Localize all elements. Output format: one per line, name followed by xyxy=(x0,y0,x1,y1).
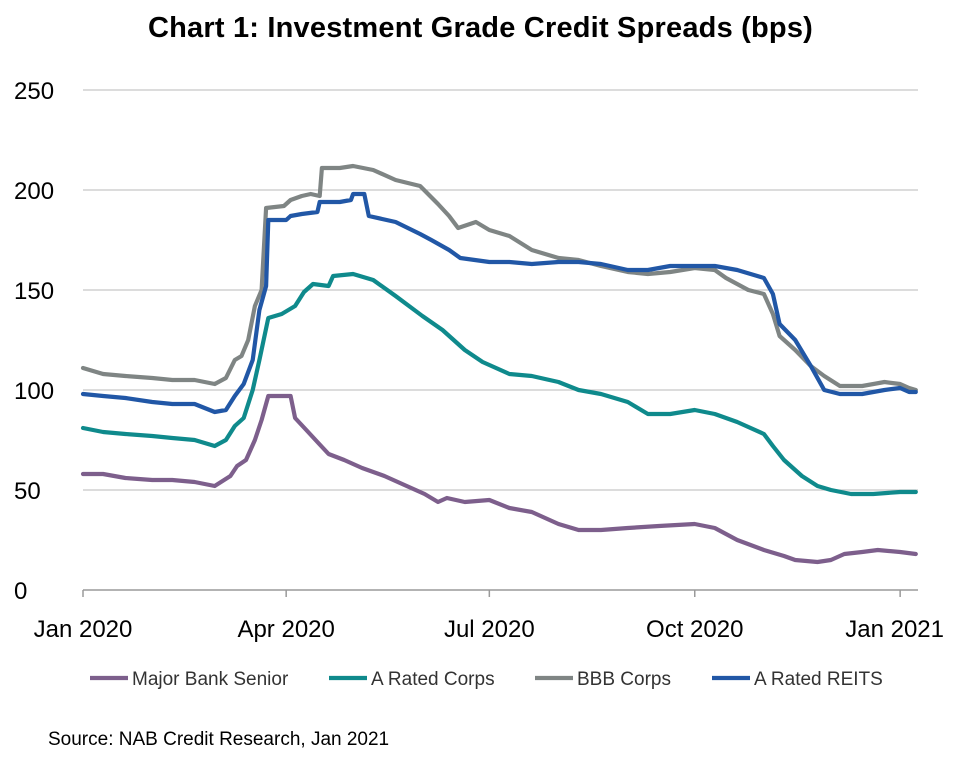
y-tick-label: 250 xyxy=(14,78,54,105)
gridlines xyxy=(83,89,918,491)
legend-label: A Rated REITS xyxy=(754,669,883,690)
series-line-major-bank-senior xyxy=(80,393,918,565)
chart-title: Chart 1: Investment Grade Credit Spreads… xyxy=(147,12,814,44)
y-tick-label: 100 xyxy=(14,378,54,405)
y-axis-ticks: 0 50 100 150 200 250 xyxy=(14,78,54,605)
series-line-a-rated-reits xyxy=(80,191,918,415)
y-tick-label: 150 xyxy=(14,278,54,305)
legend-label: Major Bank Senior xyxy=(132,669,289,690)
x-axis: Jan 2020 Apr 2020 Jul 2020 Oct 2020 Jan 2021 xyxy=(34,589,944,643)
x-tick-label: Jan 2021 xyxy=(845,616,944,643)
legend-label: A Rated Corps xyxy=(371,669,495,690)
legend-label: BBB Corps xyxy=(577,669,671,690)
series-lines xyxy=(80,163,918,565)
series-line-a-rated-corps xyxy=(80,271,918,497)
y-tick-label: 50 xyxy=(14,478,41,505)
y-tick-label: 200 xyxy=(14,178,54,205)
legend: Major Bank Senior A Rated Corps BBB Corps A… xyxy=(90,669,883,690)
x-tick-label: Apr 2020 xyxy=(237,616,334,643)
source-note: Source: NAB Credit Research, Jan 2021 xyxy=(48,729,390,750)
x-tick-label: Jul 2020 xyxy=(444,616,535,643)
x-tick-label: Oct 2020 xyxy=(646,616,743,643)
series-line-bbb-corps xyxy=(80,163,918,393)
x-tick-label: Jan 2020 xyxy=(34,616,133,643)
y-tick-label: 0 xyxy=(14,578,27,605)
